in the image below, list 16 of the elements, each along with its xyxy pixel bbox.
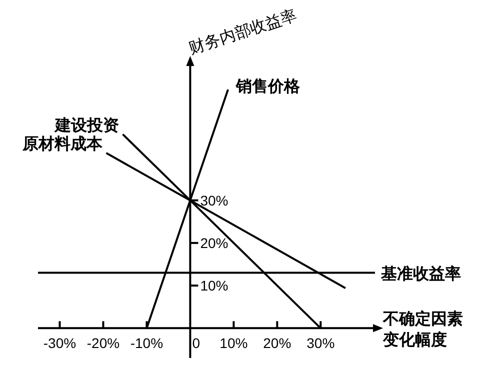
x-axis-title: 不确定因素变化幅度: [382, 310, 463, 350]
x-tick-label: 30%: [306, 335, 335, 352]
y-tick-label: 20%: [200, 234, 228, 251]
y-axis-title: 财务内部收益率: [186, 6, 299, 58]
x-tick-label: -10%: [130, 335, 164, 352]
ref-line-label: 基准收益率: [380, 264, 461, 283]
y-tick-label: 30%: [200, 192, 228, 208]
y-tick-label: 10%: [200, 278, 228, 294]
x-tick-label: 0: [192, 335, 200, 352]
series-label: 原材料成本: [21, 135, 104, 154]
x-tick-label: -20%: [86, 335, 120, 352]
series-label: 销售价格: [235, 78, 302, 96]
x-tick-label: 20%: [263, 335, 292, 352]
x-tick-label: 10%: [220, 335, 248, 352]
x-tick-label: -30%: [43, 335, 76, 352]
series-label: 建设投资: [52, 116, 119, 134]
